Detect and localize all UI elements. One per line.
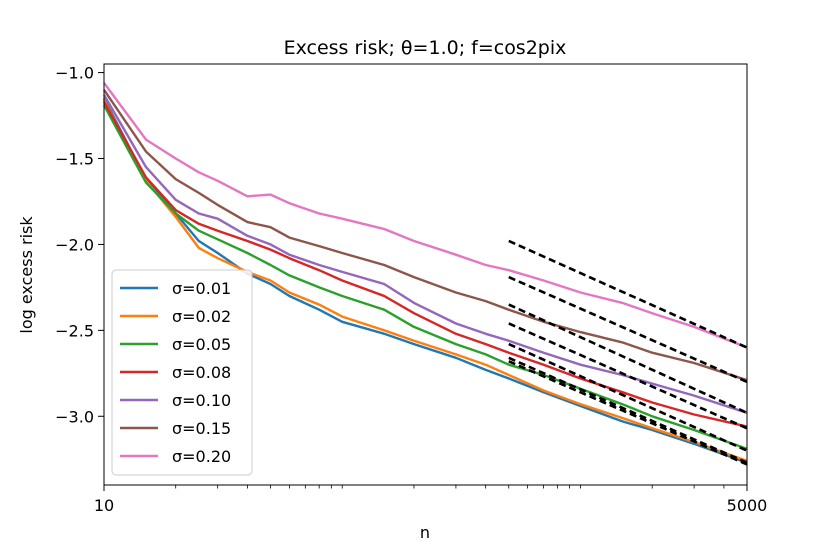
y-tick-label: −2.0 (55, 235, 94, 254)
chart-title: Excess risk; θ=1.0; f=cos2pix (284, 37, 567, 59)
legend-label-1: σ=0.01 (172, 279, 231, 298)
y-tick-label: −2.5 (55, 321, 94, 340)
legend-label-4: σ=0.08 (172, 363, 231, 382)
series-line-2 (102, 99, 748, 463)
legend-label-7: σ=0.20 (172, 447, 231, 466)
legend-label-5: σ=0.10 (172, 391, 231, 410)
x-tick-label: 5000 (727, 496, 768, 515)
y-tick-label: −3.0 (55, 407, 94, 426)
legend-label-3: σ=0.05 (172, 335, 231, 354)
x-tick-label: 10 (94, 496, 114, 515)
series-line-1 (102, 97, 748, 464)
legend-box (111, 269, 253, 476)
y-axis-ticks: −1.0 −1.5 −2.0 −2.5 −3.0 (55, 64, 104, 426)
plot-frame (103, 63, 748, 486)
plot-lines (102, 82, 748, 464)
legend-label-6: σ=0.15 (172, 419, 231, 438)
y-tick-label: −1.0 (55, 64, 94, 83)
series-line-6 (103, 89, 748, 382)
legend: σ=0.01 σ=0.02 σ=0.05 σ=0.08 σ=0.10 σ=0.15 σ=0.… (111, 269, 253, 476)
reference-line-6 (508, 356, 748, 464)
reference-line-1 (508, 239, 748, 349)
y-tick-label: −1.5 (55, 150, 94, 169)
y-axis-label: log excess risk (17, 216, 36, 334)
legend-label-2: σ=0.02 (172, 307, 231, 326)
series-line-4 (102, 101, 748, 428)
x-axis-ticks: 10 5000 (94, 485, 768, 515)
x-axis-label: n (420, 523, 430, 542)
series-line-3 (102, 104, 748, 451)
series-line-5 (102, 94, 748, 414)
series-line-7 (103, 82, 748, 349)
